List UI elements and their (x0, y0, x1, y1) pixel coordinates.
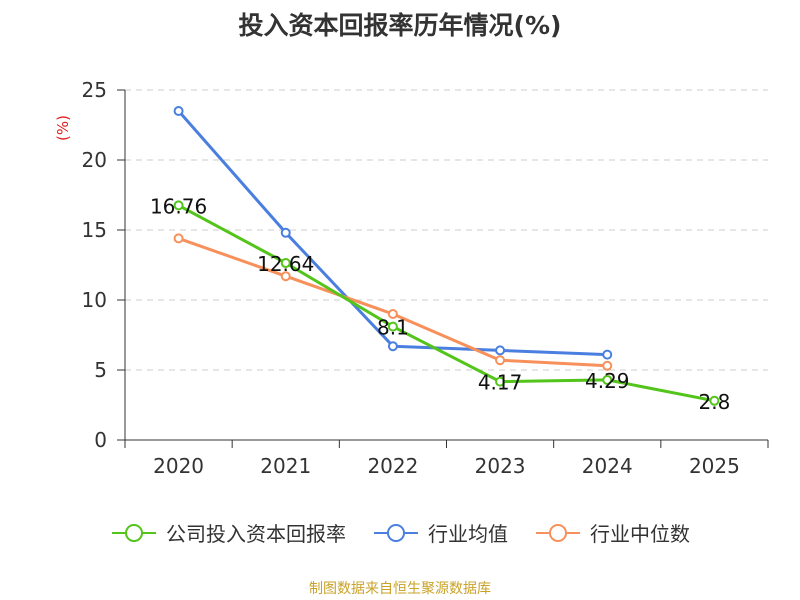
series-line-0 (177, 203, 716, 403)
data-point-1-3 (495, 345, 506, 356)
legend-marker-industry-avg (374, 523, 418, 542)
data-label: 8.1 (377, 316, 409, 340)
data-labels: 16.76 12.64 8.1 4.17 4.29 2.8 (150, 194, 730, 413)
y-tick-label: 25 (82, 78, 107, 102)
data-point-0-0 (173, 200, 184, 211)
chart-title: 投入资本回报率历年情况(%) (238, 11, 562, 40)
legend-marker-company (112, 523, 156, 542)
legend-label-industry-avg: 行业均值 (428, 522, 508, 546)
x-tick-label: 2024 (582, 454, 633, 478)
data-point-0-4 (602, 374, 613, 385)
x-tick-label: 2021 (260, 454, 311, 478)
legend-label-industry-median: 行业中位数 (590, 522, 690, 546)
data-label: 4.17 (478, 371, 523, 395)
y-tick-label: 20 (82, 148, 107, 172)
grid-lines (125, 89, 768, 371)
data-label: 12.64 (257, 252, 314, 276)
data-label: 2.8 (699, 390, 731, 414)
x-tick-label: 2025 (689, 454, 740, 478)
y-tick-label: 10 (82, 288, 107, 312)
x-tick-label: 2022 (367, 454, 418, 478)
series (173, 106, 720, 406)
y-axis-label: (%) (54, 115, 72, 141)
legend: 公司投入资本回报率 行业均值 行业中位数 (0, 518, 800, 547)
x-tick-label: 2020 (153, 454, 204, 478)
source-note: 制图数据来自恒生聚源数据库 (309, 581, 491, 597)
data-point-2-0 (173, 233, 184, 244)
legend-item-industry-median[interactable]: 行业中位数 (534, 518, 690, 547)
data-label: 16.76 (150, 194, 207, 218)
data-point-1-2 (387, 341, 398, 352)
y-tick-label: 15 (82, 218, 107, 242)
y-tick-label: 5 (94, 358, 107, 382)
legend-item-company[interactable]: 公司投入资本回报率 (110, 518, 346, 547)
data-point-2-2 (387, 309, 398, 319)
data-point-1-1 (280, 227, 291, 238)
y-tick-label: 0 (94, 428, 107, 452)
x-tick-label: 2023 (475, 454, 526, 478)
legend-label-company: 公司投入资本回报率 (166, 522, 346, 546)
data-point-2-3 (495, 355, 506, 366)
data-point-2-1 (280, 271, 291, 282)
data-point-1-4 (602, 349, 613, 360)
data-point-1-0 (173, 106, 184, 116)
legend-marker-industry-median (536, 523, 580, 542)
legend-item-industry-avg[interactable]: 行业均值 (372, 518, 508, 547)
data-point-0-2 (387, 321, 398, 332)
data-point-2-4 (602, 360, 613, 371)
data-point-0-1 (280, 258, 291, 269)
data-label: 4.29 (585, 369, 630, 393)
data-point-0-3 (495, 376, 506, 387)
data-point-0-5 (709, 395, 720, 406)
